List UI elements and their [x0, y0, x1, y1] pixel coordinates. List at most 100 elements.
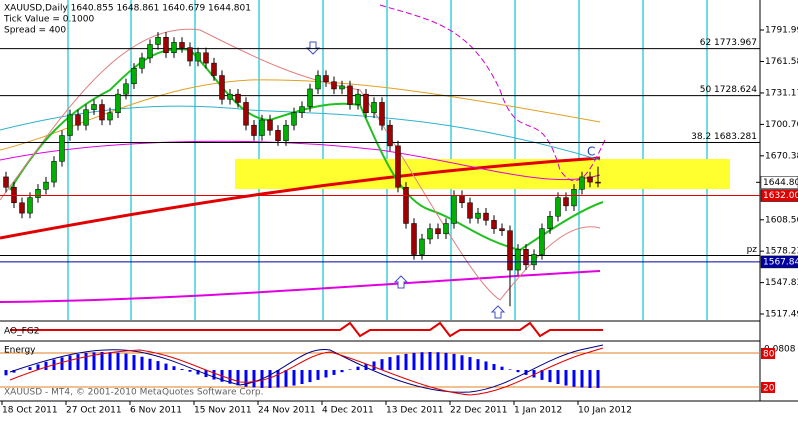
histogram-bar [581, 370, 584, 388]
candle-body [52, 161, 57, 182]
candle-body [236, 94, 241, 102]
candle-body [276, 130, 281, 140]
candle-body [452, 196, 457, 224]
histogram-bar [165, 364, 168, 370]
candle-body [492, 220, 497, 228]
histogram-bar [157, 361, 160, 370]
histogram-bar [493, 364, 496, 370]
price-label: 1632.00 [763, 191, 798, 201]
histogram-bar [45, 362, 48, 370]
candle-body [60, 136, 65, 162]
candle-body [436, 229, 441, 234]
level-label: pz [747, 245, 758, 255]
histogram-bar [85, 353, 88, 370]
histogram-bar [429, 352, 432, 370]
candle-body [396, 146, 401, 187]
chart-title: XAUUSD,Daily 1640.855 1648.861 1640.679 … [4, 4, 251, 14]
candle-body [4, 177, 9, 187]
candle-body [180, 42, 185, 47]
candle-body [468, 203, 473, 219]
candle-body [508, 231, 513, 270]
candle-body [324, 76, 329, 82]
histogram-bar [269, 370, 272, 388]
candle-body [116, 94, 121, 113]
level-label: 62 1773.967 [700, 38, 757, 48]
histogram-bar [69, 356, 72, 370]
candle-body [308, 89, 313, 107]
candle-body [292, 113, 297, 125]
histogram-bar [325, 370, 328, 377]
candle-body [164, 37, 169, 53]
histogram-bar [213, 370, 216, 380]
histogram-bar [133, 355, 136, 370]
candle-body [124, 84, 129, 94]
candle-body [84, 110, 89, 126]
histogram-bar [77, 354, 80, 370]
histogram-bar [357, 367, 360, 370]
candle-body [444, 223, 449, 233]
level-label: 38.2 1683.281 [691, 132, 757, 142]
candle-body [156, 37, 161, 44]
histogram-bar [461, 355, 464, 370]
histogram-bar [109, 352, 112, 370]
candle-body [140, 58, 145, 68]
histogram-bar [469, 357, 472, 370]
candle-body [580, 177, 585, 189]
histogram-bar [517, 370, 520, 372]
candle-body [420, 239, 425, 255]
candle-body [596, 182, 601, 183]
y-tick-label: 1547.83 [765, 278, 798, 288]
x-tick-label: 22 Dec 2011 [450, 406, 508, 416]
histogram-bar [293, 370, 296, 386]
candle-body [68, 115, 73, 136]
candle-body [44, 182, 49, 189]
candle-body [332, 82, 337, 89]
histogram-bar [381, 359, 384, 370]
histogram-bar [317, 370, 320, 380]
x-tick-label: 15 Nov 2011 [194, 406, 252, 416]
candle-body [132, 68, 137, 84]
histogram-bar [61, 357, 64, 370]
y-tick-label: 1670.38 [765, 151, 798, 161]
candle-body [476, 213, 481, 218]
resistance-zone [235, 159, 730, 189]
candle-body [28, 198, 33, 214]
candle-body [76, 115, 81, 125]
histogram-bar [101, 352, 104, 370]
histogram-bar [453, 354, 456, 370]
x-tick-label: 24 Nov 2011 [258, 406, 316, 416]
candle-body [356, 94, 361, 104]
candle-body [244, 102, 249, 125]
candle-body [252, 125, 257, 135]
histogram-bar [405, 354, 408, 370]
candle-body [460, 196, 465, 203]
histogram-bar [125, 354, 128, 370]
y-tick-label: 1517.49 [765, 310, 798, 320]
panel-title: Energy [4, 346, 36, 356]
histogram-bar [437, 352, 440, 370]
histogram-bar [397, 355, 400, 370]
histogram-bar [389, 357, 392, 370]
level-label: 20 [763, 384, 775, 394]
candle-body [364, 94, 369, 113]
candle-body [380, 102, 385, 125]
wave-label: C [587, 145, 595, 159]
candle-body [316, 76, 321, 89]
candle-body [588, 177, 593, 182]
candle-body [564, 198, 569, 206]
x-tick-label: 6 Nov 2011 [130, 406, 182, 416]
x-tick-label: 10 Jan 2012 [578, 406, 632, 416]
candle-body [516, 249, 521, 270]
candle-body [284, 125, 289, 141]
x-tick-label: 4 Dec 2011 [322, 406, 374, 416]
x-tick-label: 18 Oct 2011 [2, 406, 58, 416]
candle-body [220, 76, 225, 100]
candle-body [404, 187, 409, 223]
info: Tick Value = 0.1000 [3, 15, 94, 25]
histogram-bar [253, 370, 256, 387]
histogram-bar [509, 369, 512, 370]
watermark: XAUUSD - MT4, © 2001-2010 MetaQuotes Sof… [4, 388, 263, 398]
histogram-bar [5, 370, 8, 375]
